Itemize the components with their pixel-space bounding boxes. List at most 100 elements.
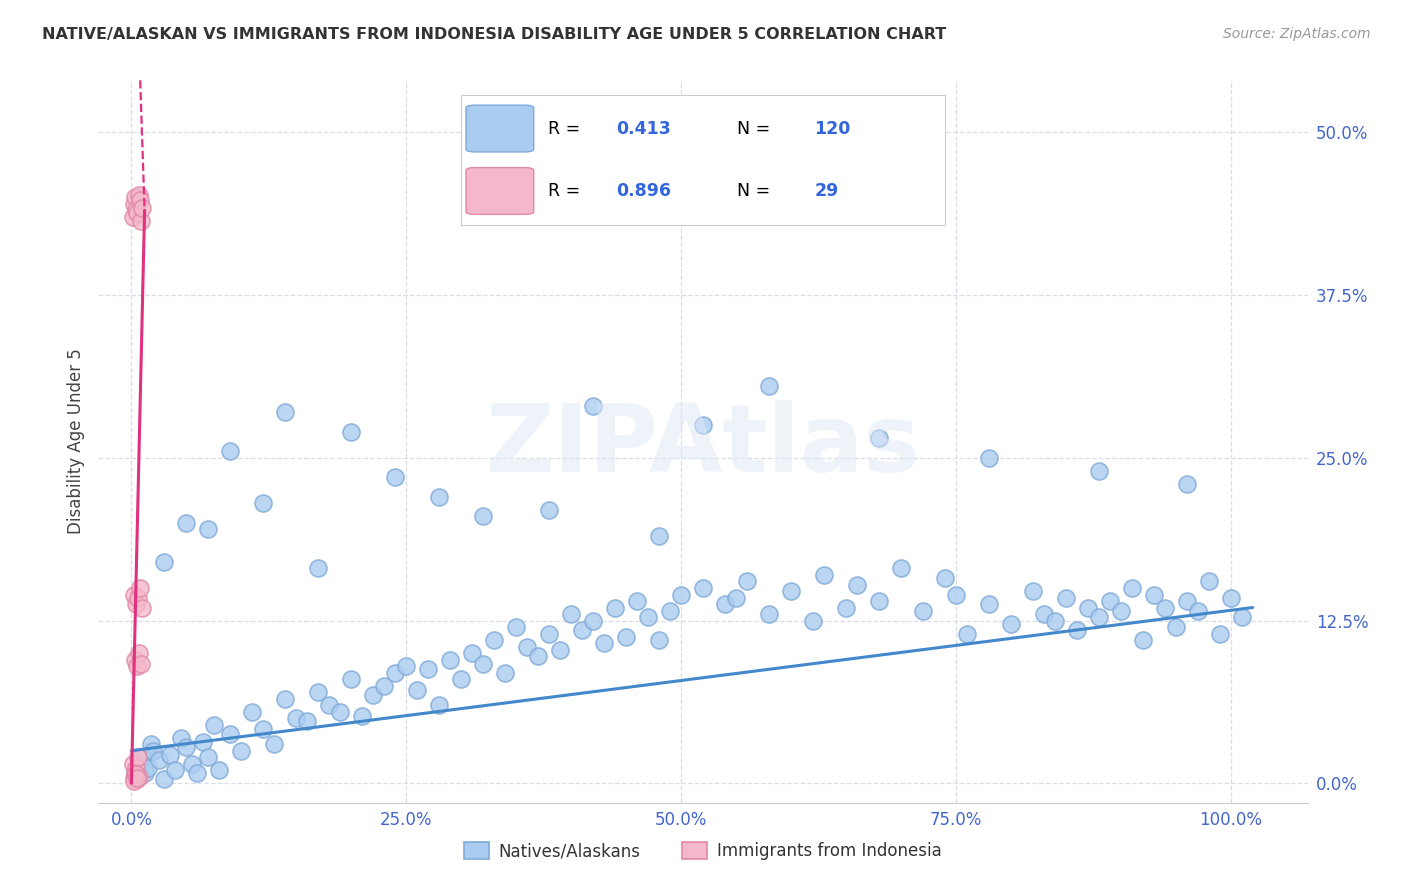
Point: [131, 750, 153, 764]
Point: [1175, 476, 1198, 491]
Point: [125, 659, 148, 673]
Point: [307, 685, 329, 699]
Point: [1043, 614, 1066, 628]
Point: [128, 187, 150, 202]
Point: [329, 705, 352, 719]
Point: [637, 609, 659, 624]
Point: [845, 578, 868, 592]
Point: [1087, 464, 1109, 478]
Point: [427, 490, 450, 504]
Point: [538, 626, 561, 640]
Point: [125, 203, 148, 218]
Point: [127, 750, 149, 764]
Point: [538, 503, 561, 517]
Point: [165, 764, 187, 778]
Point: [122, 771, 145, 785]
Point: [128, 193, 150, 207]
Point: [128, 770, 150, 784]
Point: [297, 714, 319, 728]
Point: [127, 206, 149, 220]
Point: [1054, 591, 1077, 606]
Point: [134, 765, 156, 780]
Point: [418, 662, 440, 676]
Point: [648, 633, 671, 648]
Point: [593, 635, 616, 649]
Point: [129, 581, 152, 595]
Point: [274, 691, 297, 706]
Point: [450, 672, 472, 686]
Legend: Natives/Alaskans, Immigrants from Indonesia: Natives/Alaskans, Immigrants from Indone…: [457, 835, 949, 867]
Point: [494, 665, 516, 680]
Point: [127, 591, 149, 606]
Point: [780, 583, 803, 598]
Point: [129, 657, 152, 671]
Point: [571, 623, 593, 637]
Point: [340, 425, 363, 439]
Point: [285, 711, 308, 725]
Point: [340, 672, 363, 686]
Point: [186, 765, 208, 780]
Point: [219, 444, 242, 458]
Point: [122, 587, 145, 601]
Point: [1077, 600, 1099, 615]
Point: [129, 756, 152, 771]
Point: [669, 587, 692, 601]
Point: [582, 614, 605, 628]
Point: [1187, 604, 1209, 618]
Point: [197, 750, 219, 764]
Point: [1219, 591, 1241, 606]
Point: [758, 379, 780, 393]
Point: [252, 722, 274, 736]
Point: [141, 737, 163, 751]
Point: [176, 516, 198, 530]
Point: [124, 652, 146, 666]
Point: [125, 761, 148, 775]
Point: [127, 771, 149, 785]
Point: [153, 555, 176, 569]
Point: [125, 767, 148, 781]
Point: [911, 604, 934, 618]
Point: [125, 772, 148, 787]
Point: [274, 405, 297, 419]
Point: [548, 643, 571, 657]
Point: [373, 679, 395, 693]
Point: [191, 734, 214, 748]
Point: [128, 646, 150, 660]
Point: [1230, 609, 1253, 624]
Point: [934, 571, 956, 585]
Point: [318, 698, 340, 713]
Point: [180, 756, 202, 771]
Point: [692, 418, 714, 433]
Point: [231, 744, 253, 758]
Point: [714, 597, 737, 611]
Point: [890, 561, 912, 575]
Point: [560, 607, 582, 621]
Point: [122, 756, 145, 771]
Point: [1121, 581, 1143, 595]
Point: [1066, 623, 1088, 637]
Text: NATIVE/ALASKAN VS IMMIGRANTS FROM INDONESIA DISABILITY AGE UNDER 5 CORRELATION C: NATIVE/ALASKAN VS IMMIGRANTS FROM INDONE…: [42, 27, 946, 42]
Point: [835, 600, 858, 615]
Point: [868, 431, 890, 445]
Point: [582, 399, 605, 413]
Y-axis label: Disability Age Under 5: Disability Age Under 5: [66, 349, 84, 534]
Point: [125, 597, 148, 611]
Point: [945, 587, 967, 601]
Point: [395, 659, 418, 673]
Point: [977, 450, 1000, 465]
Point: [124, 768, 146, 782]
Point: [1032, 607, 1054, 621]
Point: [1175, 594, 1198, 608]
Point: [1198, 574, 1220, 589]
Point: [648, 529, 671, 543]
Point: [735, 574, 758, 589]
Point: [977, 597, 1000, 611]
Point: [124, 764, 146, 778]
Point: [1098, 594, 1121, 608]
Point: [131, 201, 153, 215]
Point: [626, 594, 648, 608]
Point: [603, 600, 626, 615]
Point: [384, 470, 406, 484]
Point: [427, 698, 450, 713]
Point: [472, 657, 495, 671]
